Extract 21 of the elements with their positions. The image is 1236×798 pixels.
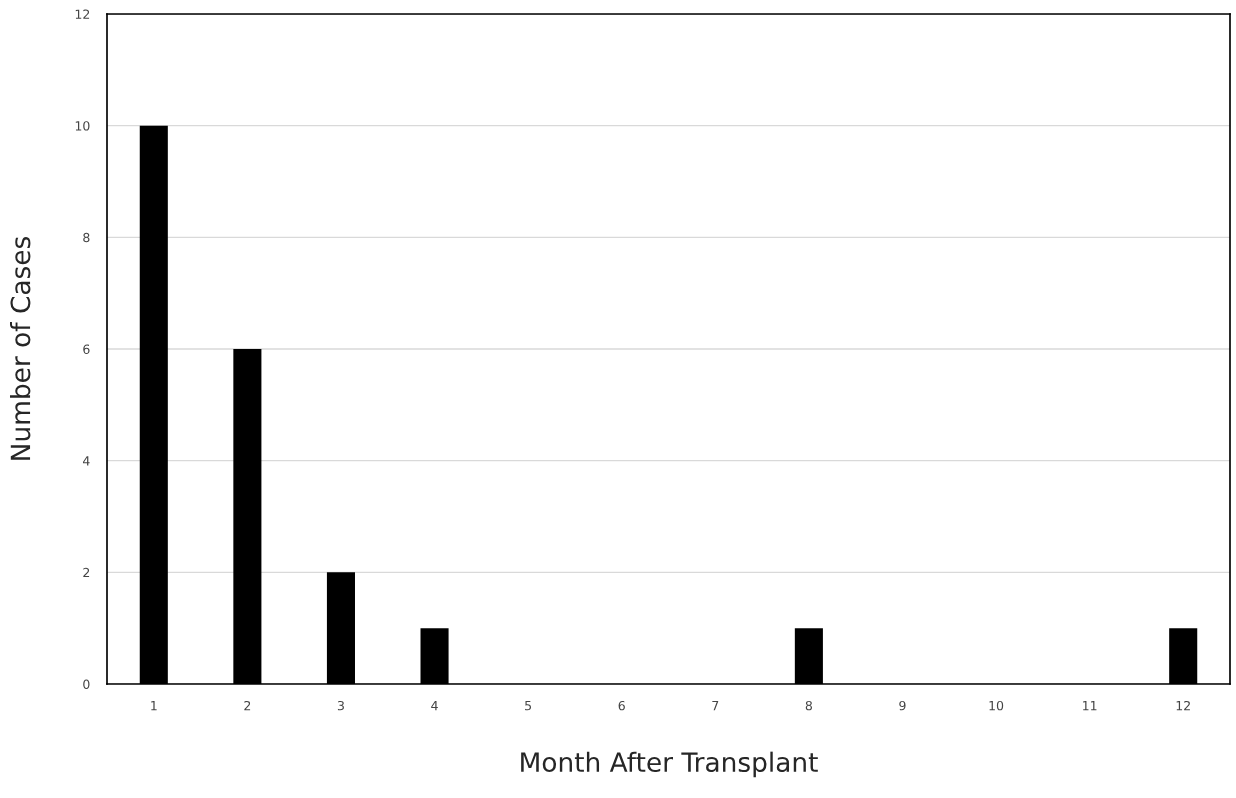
y-tick-label: 10 xyxy=(75,121,90,131)
x-tick-label: 4 xyxy=(431,701,438,711)
y-tick-label: 2 xyxy=(83,567,90,578)
x-tick-label: 2 xyxy=(244,700,251,711)
y-tick-label: 8 xyxy=(83,232,90,243)
y-tick-label: 4 xyxy=(82,456,90,466)
x-tick-label: 11 xyxy=(1083,701,1097,711)
x-tick-label: 3 xyxy=(337,700,344,711)
y-tick-label: 6 xyxy=(83,344,90,354)
x-axis-title: Month After Transplant xyxy=(521,751,818,778)
x-tick-label: 12 xyxy=(1176,700,1190,711)
x-tick-label: 6 xyxy=(618,700,625,711)
y-axis-title: Number of Cases xyxy=(10,237,31,460)
x-tick-label: 9 xyxy=(899,700,906,711)
x-tick-label: 7 xyxy=(712,701,719,711)
x-tick-label: 10 xyxy=(989,700,1004,711)
y-tick-label: 0 xyxy=(83,679,90,689)
x-tick-label: 8 xyxy=(805,700,812,711)
x-tick-label: 5 xyxy=(525,701,532,711)
y-tick-label: 12 xyxy=(75,9,90,19)
x-tick-label: 1 xyxy=(151,701,157,711)
